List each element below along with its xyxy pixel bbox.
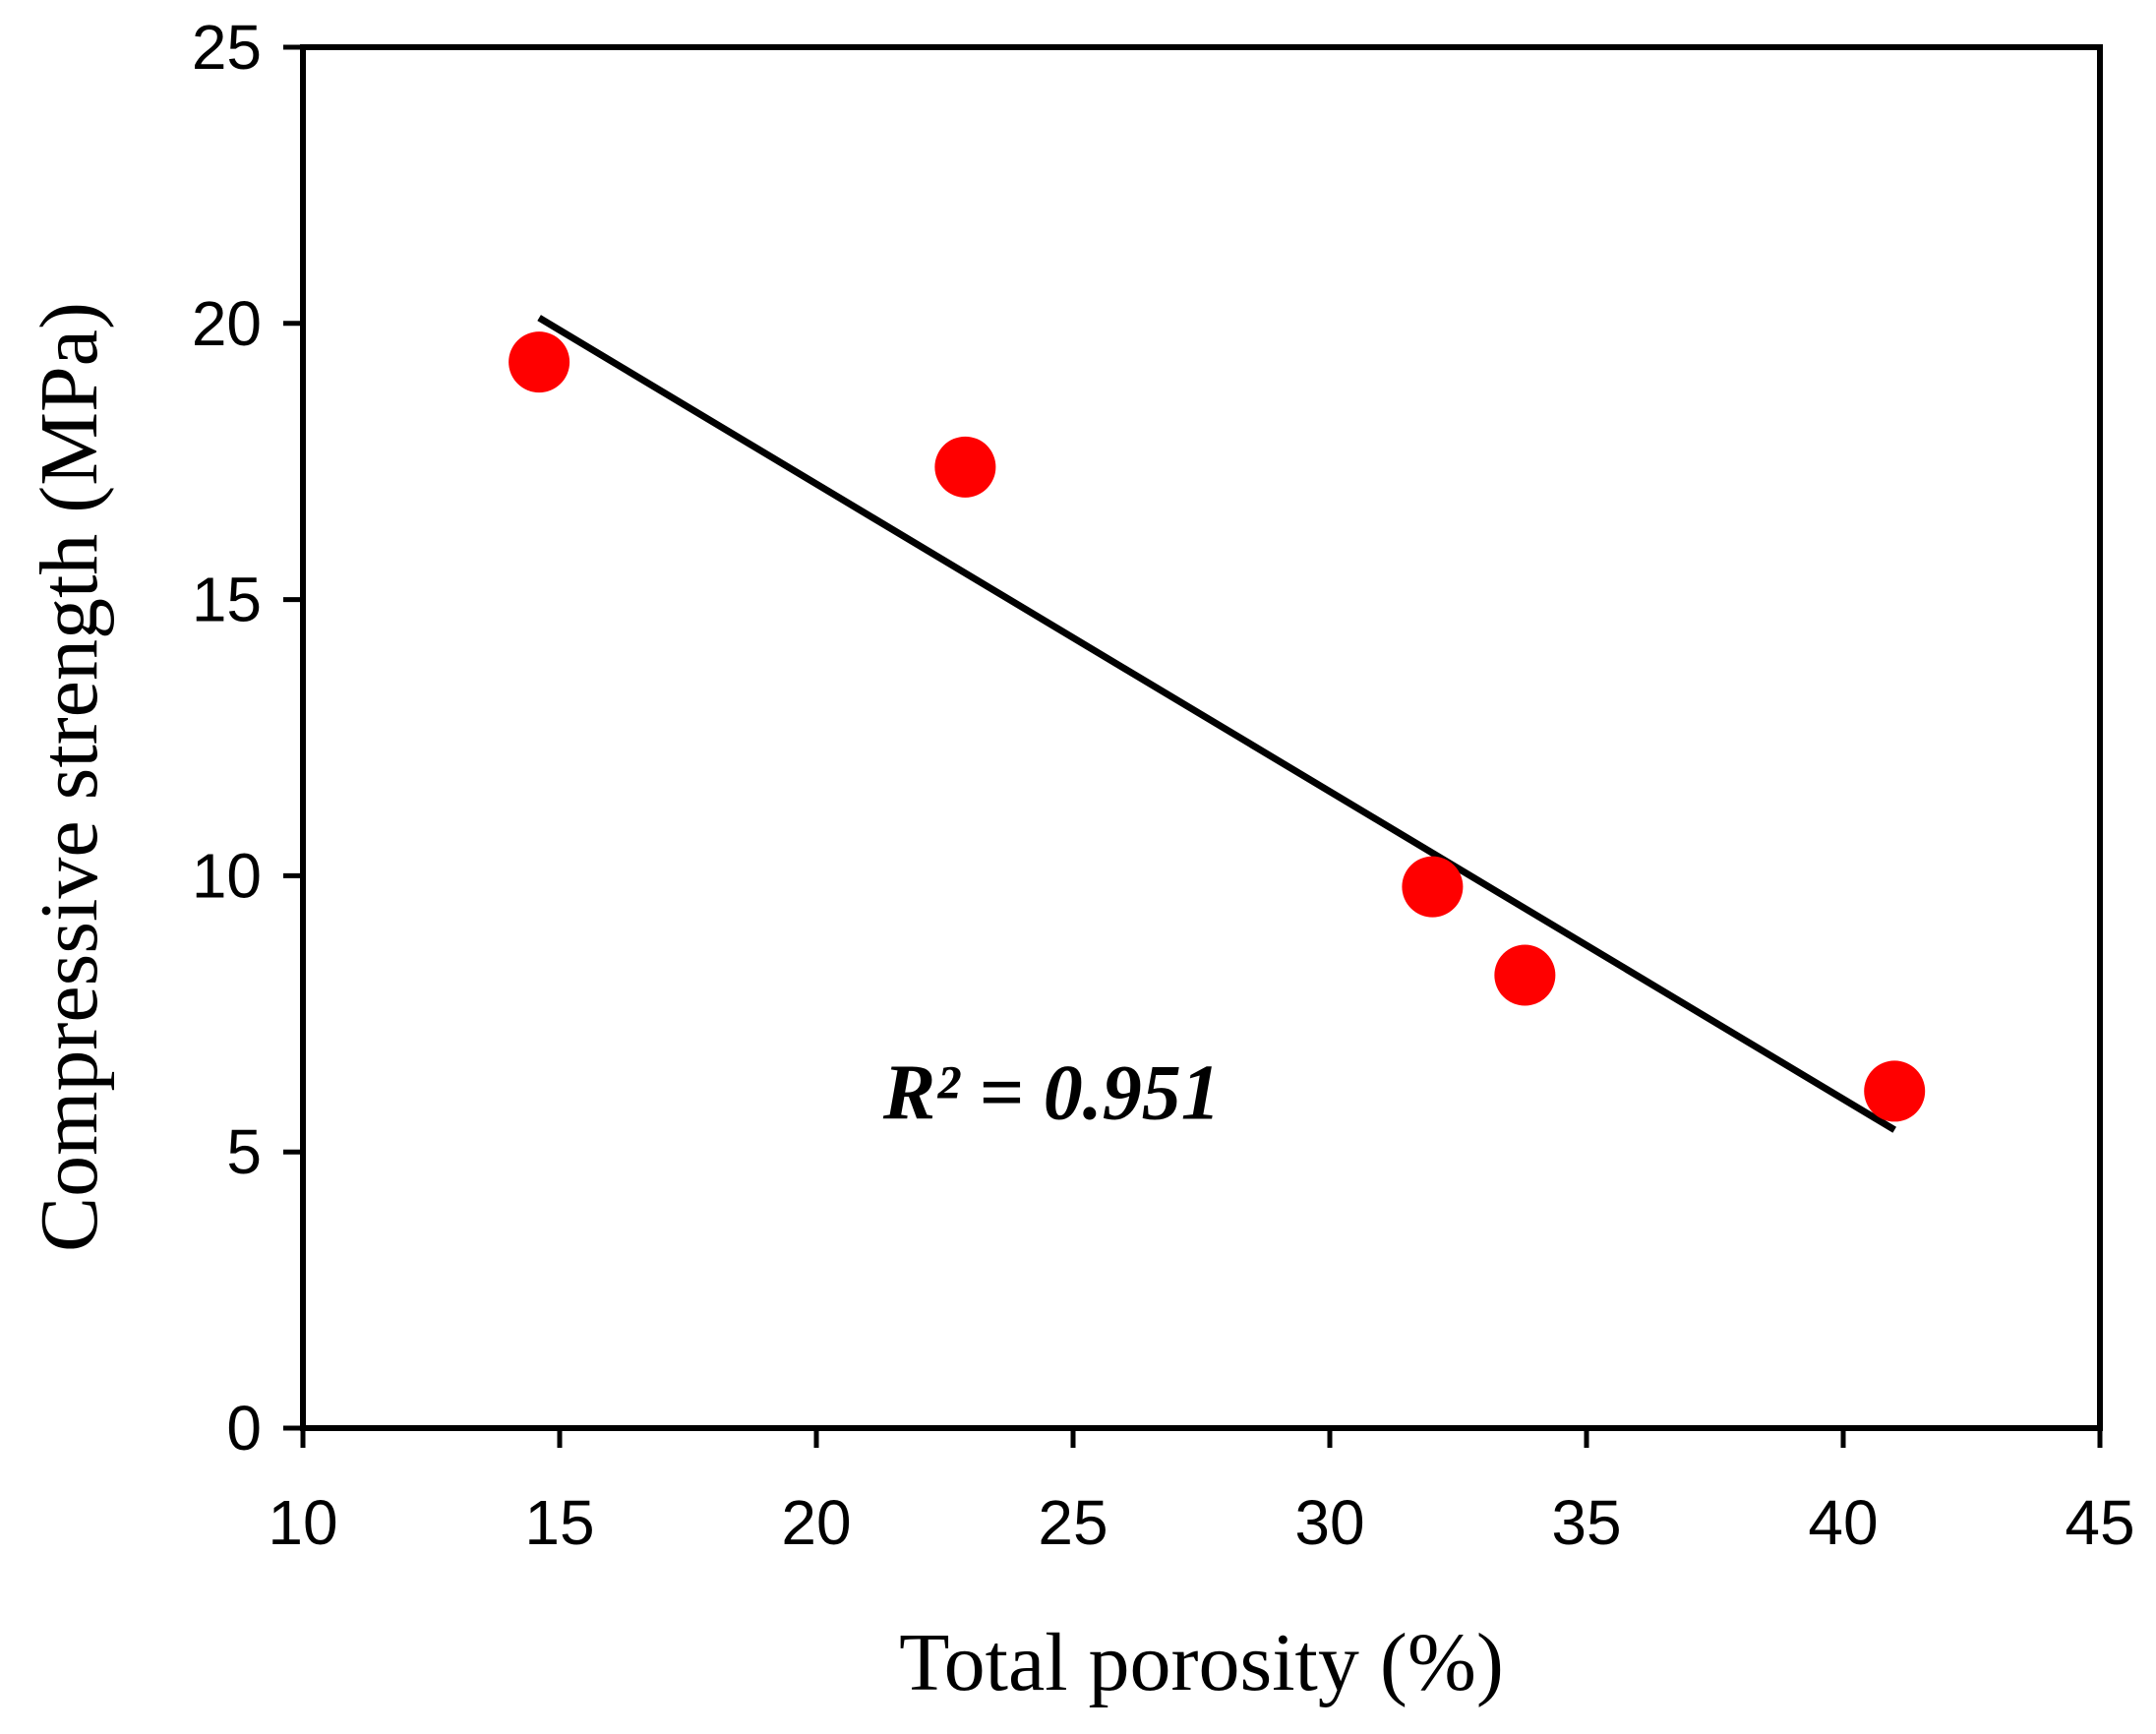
x-tick-label: 45 <box>2065 1487 2134 1558</box>
y-tick-label: 5 <box>226 1116 262 1187</box>
plot-frame <box>300 44 2103 1431</box>
r-squared-annotation: R² = 0.951 <box>882 1050 1221 1137</box>
y-tick-label: 15 <box>192 565 262 635</box>
trendline-layer <box>537 315 1896 1133</box>
y-axis-title: Compressive strength (MPa) <box>24 302 115 1252</box>
y-tick-label: 20 <box>192 288 262 359</box>
x-tick-label: 20 <box>781 1487 851 1558</box>
y-tick-label: 25 <box>192 12 262 83</box>
data-point <box>934 436 996 498</box>
axes: 10 15 20 25 30 35 40 45 0 5 10 15 20 25 <box>192 12 2135 1558</box>
data-point <box>509 331 570 393</box>
x-tick-label: 35 <box>1551 1487 1621 1558</box>
linear-trendline <box>537 315 1896 1133</box>
data-point <box>1494 944 1556 1006</box>
x-axis-title: Total porosity (%) <box>899 1617 1504 1708</box>
data-points-layer <box>509 331 1926 1122</box>
x-tick-label: 40 <box>1808 1487 1878 1558</box>
x-tick-label: 15 <box>524 1487 594 1558</box>
data-point <box>1864 1060 1926 1122</box>
y-tick-label: 0 <box>226 1393 262 1464</box>
x-tick-label: 25 <box>1038 1487 1108 1558</box>
data-point <box>1402 856 1464 918</box>
y-tick-label: 10 <box>192 840 262 911</box>
x-tick-label: 10 <box>268 1487 337 1558</box>
x-tick-label: 30 <box>1294 1487 1364 1558</box>
